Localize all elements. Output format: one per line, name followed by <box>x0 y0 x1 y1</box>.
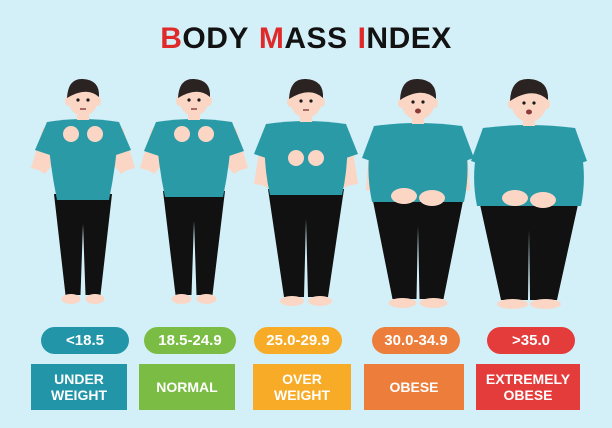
category-label-obese: OBESE <box>364 364 464 410</box>
category-label-extremely-obese: EXTREMELY OBESE <box>476 364 580 410</box>
left-foot <box>280 296 304 306</box>
pants <box>163 191 225 295</box>
right-ear <box>544 99 550 109</box>
left-fist <box>63 126 79 142</box>
page-title: BODY MASS INDEX <box>0 22 612 56</box>
right-sleeve <box>334 124 358 160</box>
left-foot <box>171 294 192 304</box>
right-ear <box>432 98 438 108</box>
left-hand <box>391 188 417 204</box>
right-foot <box>530 299 561 309</box>
figure-overweight <box>254 78 358 306</box>
left-sleeve <box>144 122 168 157</box>
left-ear <box>176 96 182 106</box>
right-ear <box>95 96 101 106</box>
right-ear <box>206 96 212 106</box>
right-hand <box>530 192 556 208</box>
bmi-range-badge-obese: 30.0-34.9 <box>372 327 460 354</box>
left-sleeve <box>362 126 386 164</box>
category-label-underweight: UNDER WEIGHT <box>31 364 127 410</box>
left-foot <box>61 294 81 304</box>
bmi-range-badge-overweight: 25.0-29.9 <box>254 327 342 354</box>
right-fist <box>87 126 103 142</box>
right-ear <box>319 97 325 107</box>
shirt <box>156 119 232 197</box>
category-label-overweight: OVER WEIGHT <box>253 364 351 410</box>
figure-obese <box>362 78 474 308</box>
title-word-index: INDEX <box>357 22 452 55</box>
left-ear <box>65 96 71 106</box>
left-sleeve <box>254 124 278 160</box>
right-eye <box>86 98 90 102</box>
shirt <box>264 121 348 195</box>
hair <box>289 78 324 99</box>
right-eye <box>309 99 313 103</box>
left-sleeve <box>471 128 495 167</box>
left-eye <box>411 100 415 104</box>
bmi-range-badge-underweight: <18.5 <box>41 327 129 354</box>
left-ear <box>398 98 404 108</box>
hair <box>510 78 549 101</box>
title-word-mass: MASS <box>258 22 348 55</box>
right-sleeve <box>107 122 131 156</box>
pants <box>268 189 344 297</box>
figure-normal <box>140 78 248 304</box>
figure-underweight <box>31 78 135 304</box>
right-foot <box>419 298 448 308</box>
left-foot <box>388 298 417 308</box>
pants <box>372 196 464 299</box>
left-eye <box>187 98 191 102</box>
hair <box>400 78 437 100</box>
pants <box>479 200 579 300</box>
right-fist <box>308 150 324 166</box>
bmi-range-badge-extremely-obese: >35.0 <box>487 327 575 354</box>
left-fist <box>174 126 190 142</box>
right-sleeve <box>563 128 587 167</box>
left-sleeve <box>35 122 59 156</box>
left-fist <box>288 150 304 166</box>
hair <box>67 78 100 98</box>
left-eye <box>76 98 80 102</box>
left-foot <box>497 299 528 309</box>
bmi-range-badge-normal: 18.5-24.9 <box>144 327 236 354</box>
right-foot <box>308 296 332 306</box>
right-eye <box>197 98 201 102</box>
shirt <box>474 125 584 206</box>
left-eye <box>299 99 303 103</box>
category-label-normal: NORMAL <box>139 364 235 410</box>
shirt <box>368 123 468 202</box>
mouth <box>415 108 421 114</box>
left-hand <box>502 190 528 206</box>
right-eye <box>421 100 425 104</box>
right-foot <box>196 294 217 304</box>
left-ear <box>287 97 293 107</box>
figure-extremely-obese <box>471 78 587 309</box>
pants <box>54 194 112 295</box>
mouth <box>526 109 532 115</box>
right-foot <box>85 294 105 304</box>
left-eye <box>522 101 526 105</box>
hair <box>178 78 211 98</box>
title-word-body: BODY <box>160 22 249 55</box>
right-hand <box>419 190 445 206</box>
right-sleeve <box>220 122 244 157</box>
right-fist <box>198 126 214 142</box>
left-ear <box>508 99 514 109</box>
right-sleeve <box>450 126 474 164</box>
right-eye <box>532 101 536 105</box>
